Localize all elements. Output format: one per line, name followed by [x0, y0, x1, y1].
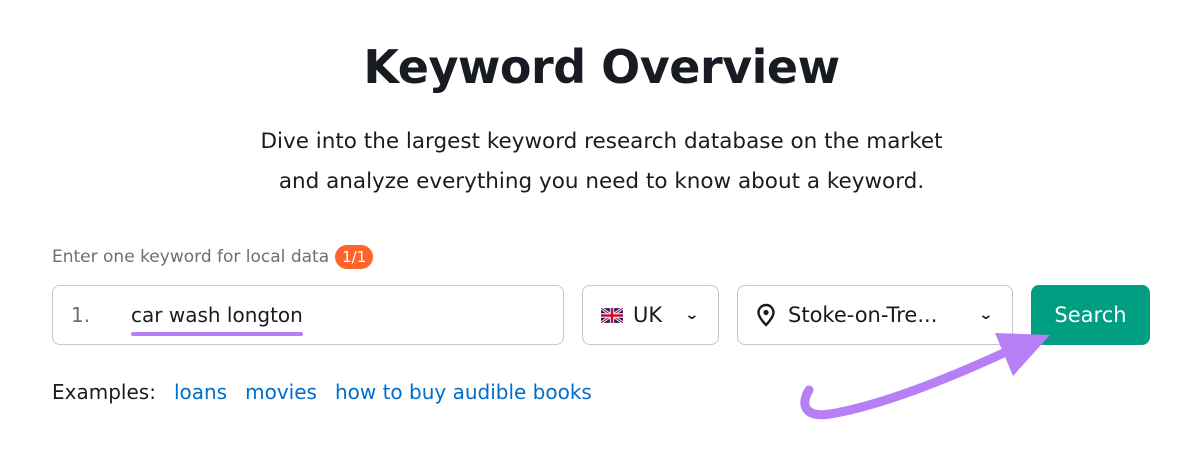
page-title: Keyword Overview	[363, 40, 840, 94]
database-value: UK	[633, 303, 663, 327]
chevron-down-icon: ⌄	[978, 307, 994, 323]
examples-label: Examples:	[52, 380, 156, 404]
keyword-count-badge: 1/1	[335, 245, 374, 269]
search-button[interactable]: Search	[1031, 285, 1150, 345]
location-value: Stoke-on-Tre...	[788, 303, 938, 327]
example-link[interactable]: how to buy audible books	[334, 380, 592, 404]
keyword-value[interactable]: car wash longton	[131, 303, 303, 336]
example-link[interactable]: movies	[245, 380, 317, 404]
page-subtitle: Dive into the largest keyword research d…	[0, 122, 1203, 202]
keyword-input[interactable]: 1. car wash longton	[52, 285, 564, 345]
subtitle-line: and analyze everything you need to know …	[278, 169, 925, 194]
uk-flag-icon	[601, 307, 623, 323]
keyword-label-text: Enter one keyword for local data	[52, 247, 330, 267]
subtitle-line: Dive into the largest keyword research d…	[260, 129, 943, 154]
examples: Examples: loans movies how to buy audibl…	[52, 380, 592, 404]
example-link[interactable]: loans	[173, 380, 228, 404]
location-select[interactable]: Stoke-on-Tre... ⌄	[737, 285, 1013, 345]
keyword-label: Enter one keyword for local data 1/1	[52, 245, 374, 269]
keyword-number: 1.	[71, 303, 91, 327]
database-select[interactable]: UK ⌄	[582, 285, 719, 345]
location-pin-icon	[757, 303, 775, 327]
chevron-down-icon: ⌄	[684, 307, 700, 323]
